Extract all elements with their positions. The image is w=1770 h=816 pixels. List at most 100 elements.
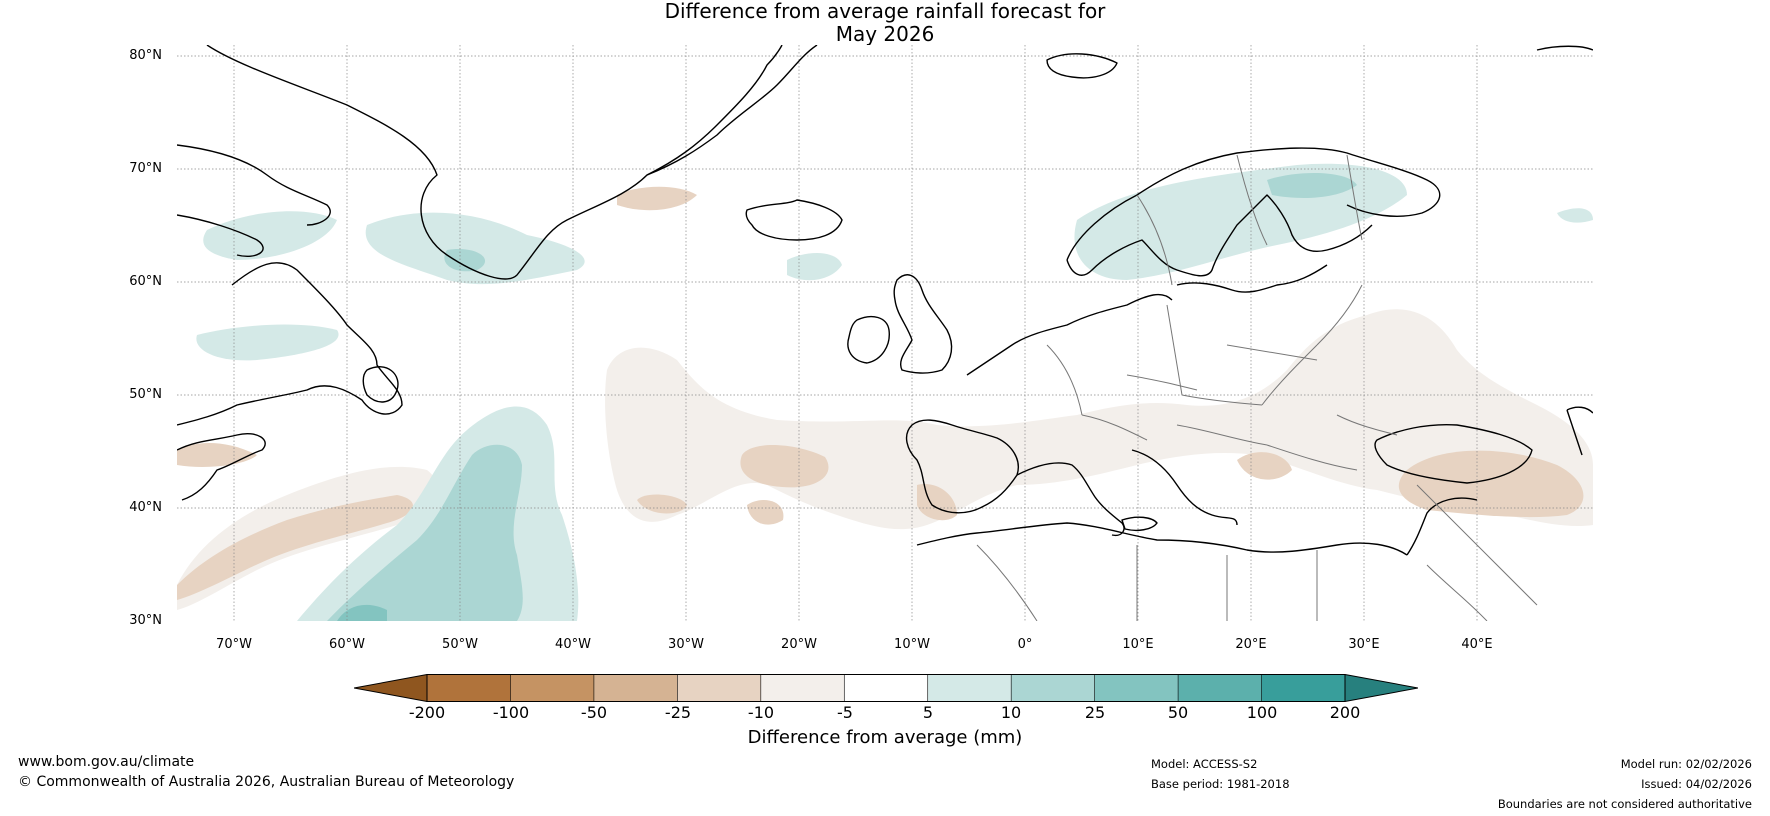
coast-labrador — [177, 262, 403, 426]
wet-anomaly-urals — [1557, 208, 1593, 223]
lon-label-30e: 30°E — [1348, 637, 1380, 652]
wet-core-greenland — [444, 249, 486, 272]
coast-nova-scotia — [177, 433, 266, 501]
colorbar-extend-high — [1344, 674, 1418, 702]
lon-label-60w: 60°W — [329, 637, 365, 652]
lon-label-20e: 20°E — [1235, 637, 1267, 652]
coast-baffin — [177, 144, 331, 226]
footer-disclaimer: Boundaries are not considered authoritat… — [1497, 797, 1752, 811]
colorbar-swatch-p50_p100 — [1178, 674, 1263, 702]
lon-label-40w: 40°W — [555, 637, 591, 652]
coast-france-italy — [1016, 462, 1125, 537]
lon-label-10e: 10°E — [1122, 637, 1154, 652]
dry-pocket-2 — [637, 494, 687, 514]
cb-tick-m50: -50 — [580, 703, 608, 722]
coast-norway — [1066, 147, 1441, 261]
cb-tick-p100: 100 — [1246, 703, 1278, 722]
colorbar-swatch-m100_m50 — [510, 674, 595, 702]
footer-copyright: © Commonwealth of Australia 2026, Austra… — [18, 774, 515, 790]
wet-anomaly-labrador — [196, 324, 339, 361]
colorbar-swatch-m200_m100 — [427, 674, 511, 702]
wet-anomaly-greenland — [365, 212, 585, 285]
cb-tick-m100: -100 — [492, 703, 530, 722]
footer-website: www.bom.gov.au/climate — [18, 754, 195, 770]
colorbar-swatches — [354, 674, 1418, 702]
coast-novaya-zemlya — [1536, 45, 1593, 51]
graticule — [177, 45, 1593, 621]
cb-tick-p5: 5 — [922, 703, 934, 722]
coastlines — [177, 45, 1593, 556]
coast-svalbard — [1046, 53, 1118, 79]
footer-issued: Issued: 04/02/2026 — [1641, 777, 1752, 791]
lat-label-60n: 60°N — [129, 274, 162, 289]
colorbar — [354, 674, 1418, 702]
coast-greenland-east — [646, 45, 818, 176]
footer-base-period: Base period: 1981-2018 — [1151, 777, 1290, 791]
coast-levant — [1406, 497, 1478, 556]
title-line-2: May 2026 — [835, 22, 935, 46]
cb-tick-m5: -5 — [837, 703, 853, 722]
dry-pocket-russia — [1397, 336, 1447, 369]
lat-label-30n: 30°N — [129, 613, 162, 628]
dry-pocket-3 — [747, 500, 784, 525]
colorbar-swatch-p10_p25 — [1011, 674, 1096, 702]
colorbar-extend-low — [354, 674, 428, 702]
lon-label-20w: 20°W — [781, 637, 817, 652]
wet-dot-mid-atlantic — [337, 604, 387, 621]
colorbar-swatch-m5_5 — [844, 674, 929, 702]
wet-core-mid-atlantic — [327, 444, 523, 621]
cb-tick-m200: -200 — [408, 703, 446, 722]
coast-sweden-finland — [1066, 194, 1373, 277]
lon-label-40e: 40°E — [1461, 637, 1493, 652]
footer-model: Model: ACCESS-S2 — [1151, 757, 1258, 771]
lat-label-70n: 70°N — [129, 161, 162, 176]
title-line-1: Difference from average rainfall forecas… — [664, 0, 1106, 23]
cb-tick-m10: -10 — [747, 703, 775, 722]
lon-label-30w: 30°W — [668, 637, 704, 652]
cb-tick-p25: 25 — [1084, 703, 1106, 722]
map-svg — [177, 45, 1593, 621]
coast-north-africa — [916, 522, 1408, 556]
coast-iberia — [905, 419, 1019, 514]
dry-anomaly-greenland-sea — [617, 186, 697, 211]
cb-tick-p50: 50 — [1167, 703, 1189, 722]
coast-greenland — [206, 45, 783, 280]
coast-caspian — [1566, 406, 1593, 456]
wet-anomaly-baffin — [203, 211, 337, 260]
coast-iceland — [745, 199, 843, 241]
dry-pocket-1 — [740, 445, 829, 488]
coast-black-sea — [1374, 423, 1533, 484]
lat-label-40n: 40°N — [129, 500, 162, 515]
cb-tick-p10: 10 — [1000, 703, 1022, 722]
footer-model-run: Model run: 02/02/2026 — [1620, 757, 1752, 771]
dry-pocket-west-atlantic — [177, 495, 414, 600]
coast-baltic — [1176, 264, 1328, 293]
lon-label-0: 0° — [1017, 637, 1033, 652]
colorbar-swatch-p5_p10 — [927, 674, 1012, 702]
cb-tick-m25: -25 — [664, 703, 692, 722]
colorbar-swatch-p25_p50 — [1094, 674, 1179, 702]
wet-core-scandinavia — [1267, 173, 1357, 198]
coast-adriatic-greece — [1131, 449, 1238, 526]
map-title: Difference from average rainfall forecas… — [0, 0, 1770, 46]
coast-europe-north — [966, 293, 1173, 376]
lon-label-10w: 10°W — [894, 637, 930, 652]
dry-anomaly-nova-scotia — [177, 443, 257, 467]
colorbar-swatch-m50_m25 — [593, 674, 678, 702]
anomaly-shading — [177, 163, 1593, 621]
coast-newfoundland — [362, 366, 399, 403]
coast-sicily — [1121, 516, 1158, 532]
colorbar-swatch-m10_m5 — [760, 674, 845, 702]
lat-label-80n: 80°N — [129, 48, 162, 63]
lat-label-50n: 50°N — [129, 387, 162, 402]
coast-baffin-south — [177, 214, 264, 257]
cb-tick-p200: 200 — [1329, 703, 1361, 722]
lon-label-50w: 50°W — [442, 637, 478, 652]
lon-label-70w: 70°W — [216, 637, 252, 652]
wet-anomaly-iceland-south — [787, 253, 842, 281]
colorbar-swatch-m25_m10 — [677, 674, 762, 702]
colorbar-swatch-p100_p200 — [1261, 674, 1346, 702]
colorbar-frame — [426, 674, 1346, 702]
rainfall-anomaly-map — [177, 45, 1593, 621]
